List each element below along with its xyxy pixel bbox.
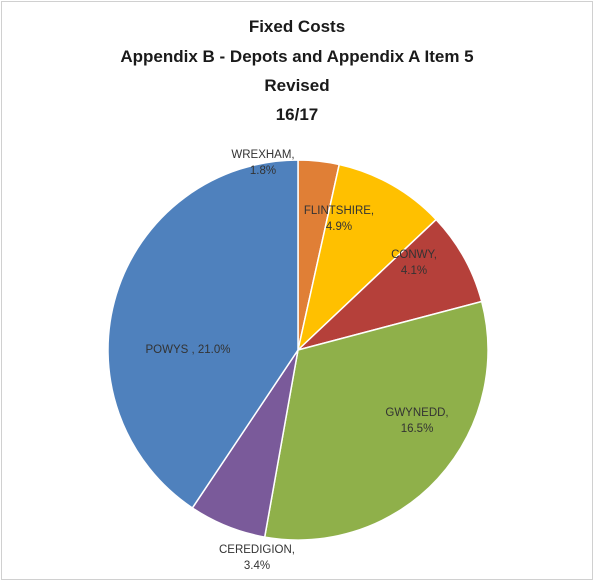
data-label-ceredigion-line-2: 3.4% [244, 560, 270, 572]
data-label-ceredigion: CEREDIGION, 3.4% [219, 544, 295, 572]
data-label-powys-line-1: POWYS , 21.0% [145, 344, 230, 356]
data-label-flintshire-line-2: 4.9% [326, 221, 352, 233]
data-label-wrexham-line-2: 1.8% [250, 165, 276, 177]
chart-title-line-2: Appendix B - Depots and Appendix A Item … [120, 47, 474, 66]
chart-title-line-4: 16/17 [275, 105, 319, 124]
data-label-wrexham: WREXHAM, 1.8% [231, 149, 294, 177]
pie-slice-flintshire [296, 163, 438, 353]
chart-title-line-3: Revised [264, 76, 330, 95]
data-label-gwynedd-line-1: GWYNEDD, [385, 407, 448, 419]
data-label-powys: POWYS , 21.0% [145, 344, 230, 356]
data-label-conwy-line-1: CONWY, [391, 249, 437, 261]
data-label-ceredigion-line-1: CEREDIGION, [219, 544, 295, 556]
pie-slice-conwy [297, 218, 483, 351]
data-label-gwynedd: GWYNEDD, 16.5% [385, 407, 448, 435]
chart-title-line-1: Fixed Costs [248, 17, 346, 36]
data-label-conwy: CONWY, 4.1% [391, 249, 437, 277]
data-label-wrexham-line-1: WREXHAM, [231, 149, 294, 161]
pie-slice-powys [107, 159, 299, 509]
data-label-flintshire-line-1: FLINTSHIRE, [304, 205, 374, 217]
data-label-gwynedd-line-2: 16.5% [401, 423, 434, 435]
data-label-conwy-line-2: 4.1% [401, 265, 427, 277]
data-label-flintshire: FLINTSHIRE, 4.9% [304, 205, 374, 233]
pie-slice-gwynedd [263, 300, 489, 541]
